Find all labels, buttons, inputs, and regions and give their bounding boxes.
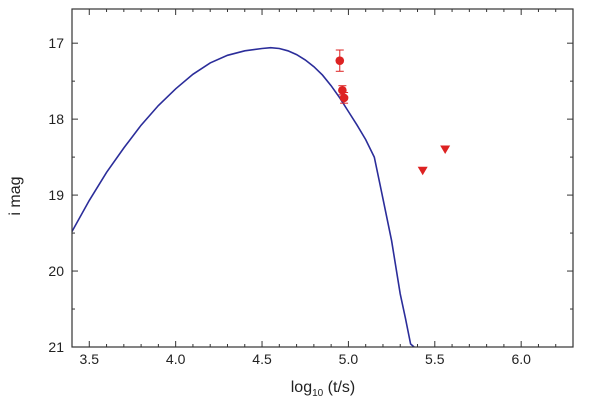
x-tick-label: 4.5 <box>252 351 272 367</box>
upper-limit-point <box>417 166 428 176</box>
y-tick-label: 21 <box>48 339 64 355</box>
x-axis-label: log10 (t/s) <box>291 379 355 399</box>
y-tick-label: 19 <box>48 187 64 203</box>
y-tick-label: 18 <box>48 111 64 127</box>
y-tick-label: 20 <box>48 263 64 279</box>
chart-marks <box>72 46 451 347</box>
x-tick-label: 3.5 <box>80 351 100 367</box>
detection-point <box>335 56 345 65</box>
x-tick-label: 5.0 <box>339 351 359 367</box>
model-curve-line <box>72 46 415 347</box>
upper-limit-point <box>440 145 451 155</box>
x-tick-label: 4.0 <box>166 351 186 367</box>
plot-frame <box>71 8 574 348</box>
detection-point <box>338 85 347 95</box>
x-tick-label: 5.5 <box>425 351 445 367</box>
y-axis-label: i mag <box>7 176 24 215</box>
y-tick-label: 17 <box>48 35 64 51</box>
x-tick-label: 6.0 <box>511 351 531 367</box>
detection-point <box>339 93 349 103</box>
axes: 3.5 4.0 4.5 5.0 5.5 6.0 17 18 19 20 21 <box>48 8 574 367</box>
